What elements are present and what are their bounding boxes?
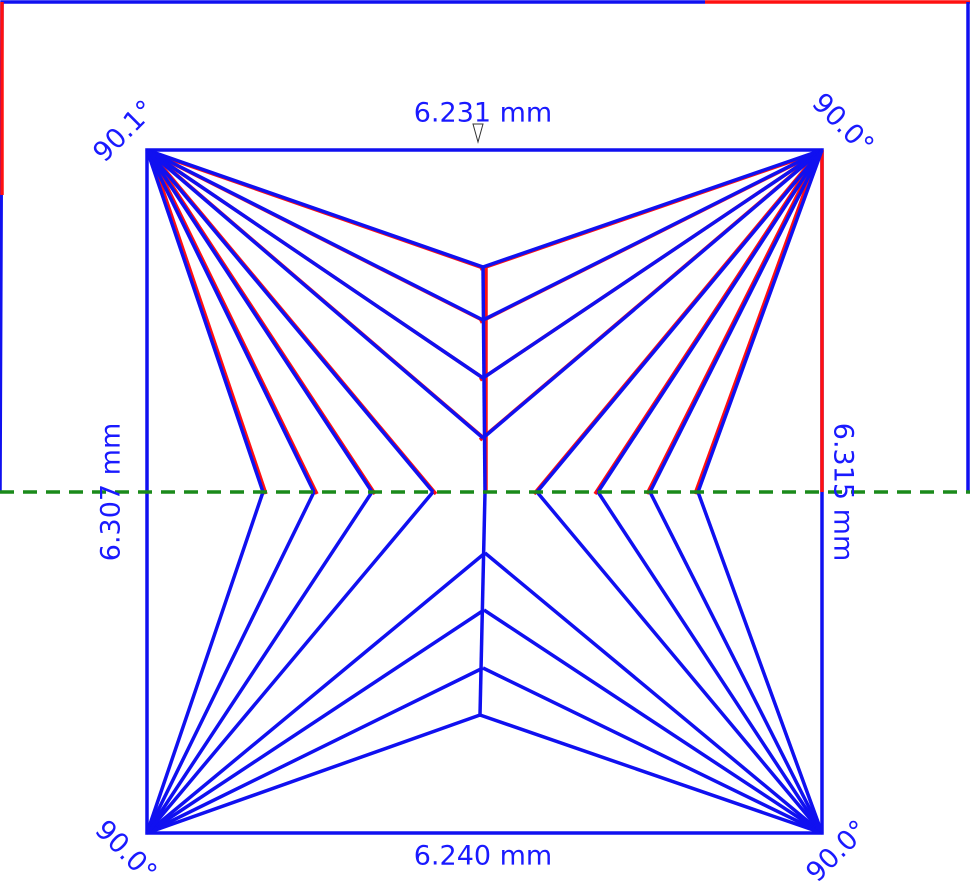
facet-line bbox=[146, 148, 484, 380]
facet-line bbox=[481, 148, 824, 440]
facet-line bbox=[482, 148, 823, 269]
facet-line bbox=[535, 490, 824, 835]
facet-line bbox=[478, 491, 487, 716]
facet-line bbox=[648, 491, 824, 834]
marker bbox=[472, 123, 484, 144]
facet-line bbox=[482, 666, 823, 835]
facet-line bbox=[145, 148, 435, 494]
facet-line bbox=[145, 149, 374, 493]
facet-line bbox=[146, 713, 481, 835]
facet-line bbox=[483, 551, 824, 835]
facet-line bbox=[482, 148, 823, 380]
facet-line bbox=[145, 491, 374, 834]
facet-line bbox=[696, 491, 824, 834]
facet-line bbox=[696, 149, 824, 493]
facet-line bbox=[535, 148, 824, 494]
facet-line bbox=[145, 149, 265, 493]
facet-line bbox=[483, 608, 823, 835]
facet-line bbox=[145, 148, 485, 440]
facet-line bbox=[596, 149, 824, 493]
facet-line bbox=[145, 491, 316, 834]
facet-line bbox=[482, 148, 823, 322]
facet-line bbox=[693, 151, 821, 495]
facet-lines bbox=[0, 0, 970, 835]
measure-bottom: 6.240 mm bbox=[414, 841, 552, 872]
facet-line bbox=[148, 151, 319, 495]
facet-line bbox=[645, 151, 821, 495]
facet-line bbox=[596, 491, 824, 834]
measure-left: 6.307 mm bbox=[96, 423, 127, 561]
facet-line bbox=[146, 608, 485, 835]
measure-top: 6.231 mm bbox=[414, 98, 552, 129]
facet-line bbox=[481, 266, 487, 493]
facet-line bbox=[145, 490, 435, 835]
facet-line bbox=[148, 151, 268, 495]
facet-line bbox=[479, 713, 823, 835]
facet-line bbox=[146, 666, 484, 835]
measure-right: 6.315 mm bbox=[828, 423, 859, 561]
facet-line bbox=[146, 148, 484, 269]
facet-line bbox=[648, 149, 824, 493]
facet-line bbox=[146, 148, 484, 322]
facet-line bbox=[145, 551, 487, 835]
facet-line bbox=[145, 149, 316, 493]
facet-line bbox=[145, 491, 265, 834]
